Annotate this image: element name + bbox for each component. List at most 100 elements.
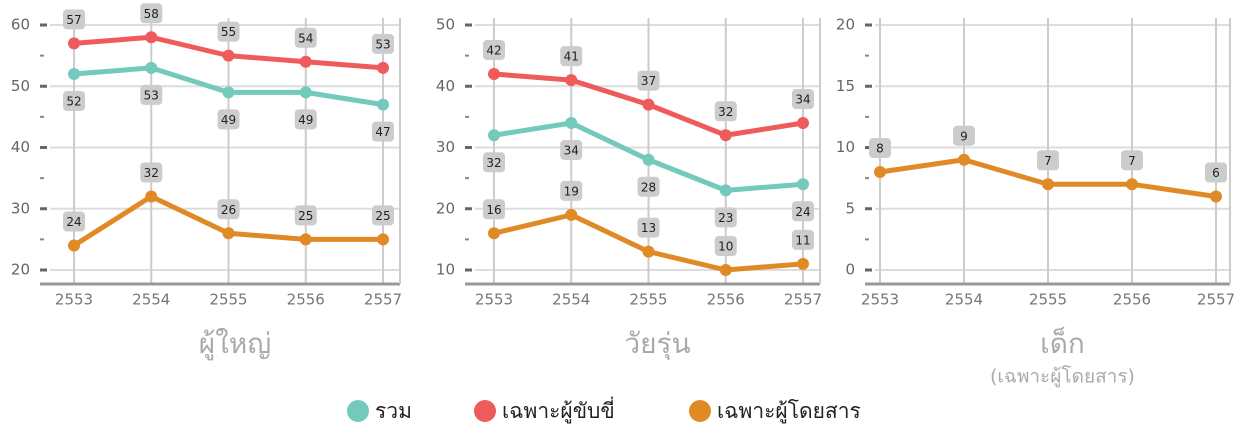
x-tick-label: 2555	[1029, 291, 1067, 309]
data-label: 37	[641, 74, 656, 88]
data-label-box	[294, 109, 317, 130]
data-point	[1210, 190, 1222, 203]
data-label-box	[63, 91, 85, 111]
data-label: 25	[298, 209, 313, 223]
data-point	[488, 227, 500, 240]
data-label: 24	[795, 205, 810, 219]
data-point	[299, 233, 312, 246]
data-point	[299, 86, 312, 99]
legend-swatch	[689, 400, 711, 422]
data-label-box	[1121, 150, 1143, 171]
data-label-box	[217, 109, 240, 130]
data-point	[145, 190, 158, 203]
data-label: 58	[144, 7, 159, 21]
panel-title: เด็ก	[1040, 326, 1085, 360]
data-label: 32	[486, 156, 501, 170]
data-label-box	[792, 229, 814, 250]
data-label: 23	[718, 211, 733, 225]
data-point	[642, 245, 655, 258]
data-point	[222, 227, 235, 240]
data-label: 10	[718, 240, 733, 254]
y-tick-label: 0	[845, 261, 855, 279]
x-tick-label: 2556	[707, 291, 745, 309]
data-point	[68, 239, 80, 252]
data-point	[145, 61, 158, 74]
y-tick-label: 40	[11, 138, 30, 156]
data-label: 11	[795, 233, 810, 247]
data-point	[1126, 178, 1138, 191]
x-tick-label: 2554	[945, 291, 983, 309]
data-point	[488, 68, 500, 80]
data-point	[797, 117, 809, 129]
data-label-box	[637, 217, 660, 238]
data-label-box	[560, 140, 583, 160]
data-point	[797, 178, 809, 191]
y-tick-label: 15	[836, 77, 855, 95]
data-label: 28	[641, 180, 656, 194]
data-label-box	[869, 138, 891, 158]
data-label-box	[953, 125, 975, 146]
x-tick-label: 2553	[55, 291, 93, 309]
y-tick-label: 40	[436, 77, 455, 95]
data-label-box	[560, 46, 583, 67]
panel-title: ผู้ใหญ่	[199, 327, 271, 361]
data-label: 52	[66, 95, 81, 109]
data-label-box	[1205, 162, 1227, 183]
data-label-box	[372, 33, 394, 54]
data-point	[68, 37, 80, 50]
data-label: 55	[221, 25, 236, 39]
data-label: 42	[486, 44, 501, 58]
data-point	[377, 233, 389, 246]
data-label: 49	[221, 113, 236, 127]
data-label-box	[483, 152, 505, 173]
x-tick-label: 2557	[1197, 291, 1235, 309]
data-label-box	[372, 205, 394, 226]
data-point	[719, 184, 732, 197]
y-tick-label: 20	[836, 16, 855, 34]
data-label-box	[140, 162, 163, 183]
data-point	[719, 264, 732, 276]
data-point	[145, 31, 158, 44]
data-label: 53	[144, 88, 159, 102]
x-tick-label: 2554	[552, 291, 590, 309]
data-point	[874, 166, 886, 178]
x-tick-label: 2554	[132, 291, 170, 309]
data-label: 57	[66, 13, 81, 27]
data-point	[642, 98, 655, 111]
x-tick-label: 2557	[364, 291, 402, 309]
data-point	[377, 61, 389, 74]
data-point	[377, 98, 389, 111]
data-label: 41	[564, 50, 579, 64]
y-tick-label: 10	[436, 261, 455, 279]
data-point	[797, 257, 809, 270]
data-label: 6	[1212, 166, 1220, 180]
data-label: 24	[66, 215, 81, 229]
data-label: 32	[144, 166, 159, 180]
data-label: 9	[960, 129, 968, 143]
data-label-box	[1037, 150, 1059, 171]
data-label: 32	[718, 105, 733, 119]
data-label: 47	[375, 125, 390, 139]
data-label: 7	[1128, 154, 1136, 168]
legend-swatch	[474, 400, 496, 422]
panel-title: วัยรุ่น	[624, 327, 690, 361]
data-label: 34	[795, 93, 810, 107]
data-label: 16	[486, 203, 501, 217]
x-tick-label: 2555	[629, 291, 667, 309]
data-point	[565, 117, 578, 129]
data-point	[642, 153, 655, 166]
data-label-box	[140, 84, 163, 105]
y-tick-label: 50	[11, 77, 30, 95]
data-label-box	[714, 101, 737, 122]
x-tick-label: 2553	[475, 291, 513, 309]
data-point	[222, 86, 235, 99]
x-tick-label: 2556	[287, 291, 325, 309]
data-label: 19	[564, 184, 579, 198]
y-tick-label: 50	[436, 16, 455, 34]
x-tick-label: 2555	[209, 291, 247, 309]
legend-label: เฉพาะผู้โดยสาร	[717, 399, 861, 424]
y-tick-label: 20	[436, 199, 455, 217]
legend-label: รวม	[375, 399, 412, 423]
data-point	[222, 49, 235, 62]
